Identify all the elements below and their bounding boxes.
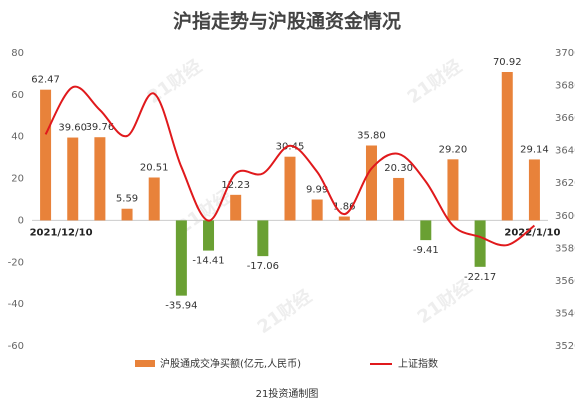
y-tick-label: 80 [11, 48, 24, 59]
y2-tick-label: 3600 [555, 211, 575, 222]
watermark: 21财经 [253, 285, 316, 338]
chart-title: 沪指走势与沪股通资金情况 [173, 10, 401, 33]
data-label: -35.94 [165, 301, 197, 312]
bar [365, 145, 377, 221]
y-tick-label: -40 [8, 299, 24, 310]
bar [230, 194, 242, 221]
data-label: 12.23 [221, 180, 250, 191]
bar [203, 220, 215, 251]
bar [175, 220, 187, 296]
bar [420, 220, 432, 241]
bar [501, 72, 513, 221]
bar [338, 216, 350, 221]
y2-tick-label: 3580 [555, 243, 575, 254]
y2-tick-label: 3660 [555, 113, 575, 124]
legend-label: 上证指数 [398, 357, 438, 370]
y2-tick-label: 3680 [555, 81, 575, 92]
y-tick-label: 0 [18, 215, 24, 226]
legend-swatch [135, 360, 155, 367]
bar [257, 220, 269, 257]
bar [40, 89, 52, 221]
y-tick-label: 40 [11, 132, 24, 143]
watermark: 21财经 [143, 55, 206, 108]
data-label: 9.99 [306, 185, 328, 196]
watermark: 21财经 [413, 275, 476, 328]
y2-tick-label: 3620 [555, 178, 575, 189]
data-label: 29.14 [520, 144, 549, 155]
bar [528, 159, 540, 221]
bar [284, 156, 296, 221]
bar [393, 177, 405, 221]
bar [94, 137, 106, 221]
y-tick-label: 60 [11, 90, 24, 101]
y2-tick-label: 3700 [555, 48, 575, 59]
y2-tick-label: 3520 [555, 341, 575, 352]
data-label: 35.80 [357, 131, 386, 142]
data-label: 39.60 [58, 123, 87, 134]
y-tick-label: -20 [8, 257, 24, 268]
data-label: 62.47 [31, 75, 60, 86]
data-label: 5.59 [116, 194, 138, 205]
legend-label: 沪股通成交净买额(亿元,人民币) [160, 357, 301, 370]
data-label: -14.41 [192, 256, 224, 267]
bar [148, 177, 160, 221]
data-label: 29.20 [439, 144, 468, 155]
data-label: 1.86 [333, 202, 355, 213]
x-tick-label: 2021/12/10 [30, 227, 93, 238]
line [44, 85, 536, 247]
bar [121, 208, 133, 221]
data-label: -22.17 [464, 272, 496, 283]
bar [67, 137, 79, 221]
y-tick-label: 20 [11, 174, 24, 185]
data-label: 20.30 [384, 163, 413, 174]
data-label: -9.41 [413, 245, 439, 256]
y2-tick-label: 3640 [555, 146, 575, 157]
y2-tick-label: 3540 [555, 308, 575, 319]
source: 21投资通制图 [256, 387, 319, 400]
y-tick-label: -60 [8, 341, 24, 352]
bar [447, 159, 459, 221]
x-tick-label: 2022/1/10 [504, 227, 560, 238]
bar [474, 220, 486, 267]
data-label: 39.76 [86, 122, 115, 133]
data-label: -17.06 [247, 261, 279, 272]
y2-tick-label: 3560 [555, 276, 575, 287]
data-label: 70.92 [493, 57, 522, 68]
data-label: 30.45 [276, 142, 305, 153]
data-label: 20.51 [140, 163, 169, 174]
watermark: 21财经 [403, 55, 466, 108]
bar [311, 199, 323, 221]
